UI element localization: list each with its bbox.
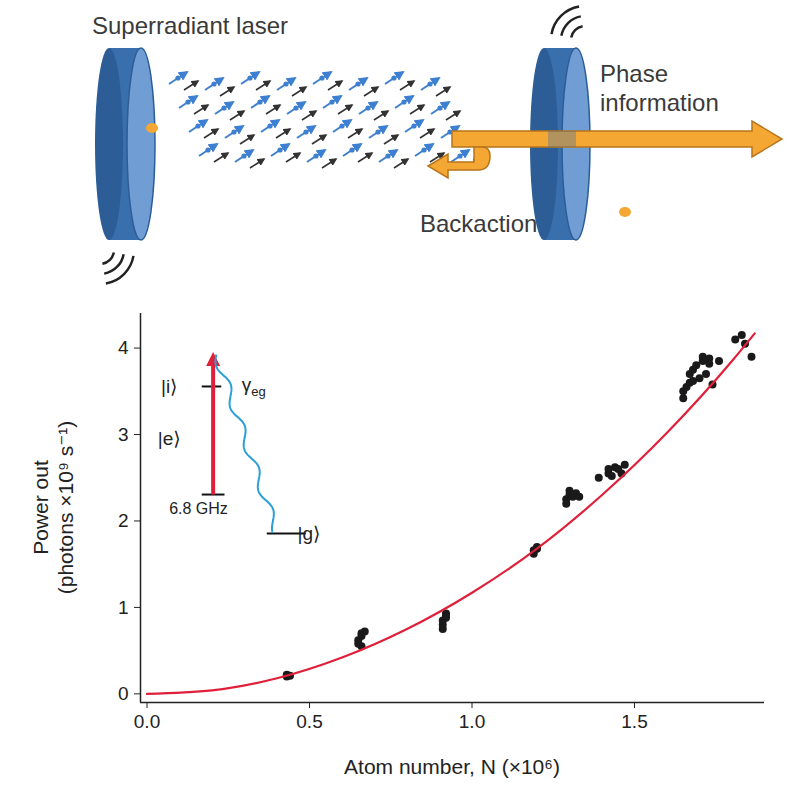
- svg-text:Phaseinformation: Phaseinformation: [600, 60, 719, 116]
- svg-text:1: 1: [118, 596, 129, 617]
- svg-text:Power out(photons ×10⁹ s⁻¹): Power out(photons ×10⁹ s⁻¹): [29, 421, 77, 595]
- svg-text:|i⟩: |i⟩: [161, 376, 178, 397]
- svg-text:1.5: 1.5: [621, 711, 647, 732]
- svg-text:Superradiant laser: Superradiant laser: [92, 12, 288, 39]
- svg-text:0.0: 0.0: [134, 711, 160, 732]
- svg-text:2: 2: [118, 510, 129, 531]
- svg-text:γeg: γeg: [242, 374, 266, 399]
- svg-text:Atom number, N (×10⁶): Atom number, N (×10⁶): [344, 755, 560, 778]
- svg-text:3: 3: [118, 424, 129, 445]
- svg-text:1.0: 1.0: [459, 711, 485, 732]
- svg-text:0: 0: [118, 683, 129, 704]
- svg-text:0.5: 0.5: [296, 711, 322, 732]
- svg-text:|e⟩: |e⟩: [158, 428, 181, 449]
- svg-text:Backaction: Backaction: [420, 210, 537, 237]
- svg-text:|g⟩: |g⟩: [298, 523, 321, 544]
- svg-text:4: 4: [118, 337, 129, 358]
- svg-text:6.8 GHz: 6.8 GHz: [169, 500, 228, 517]
